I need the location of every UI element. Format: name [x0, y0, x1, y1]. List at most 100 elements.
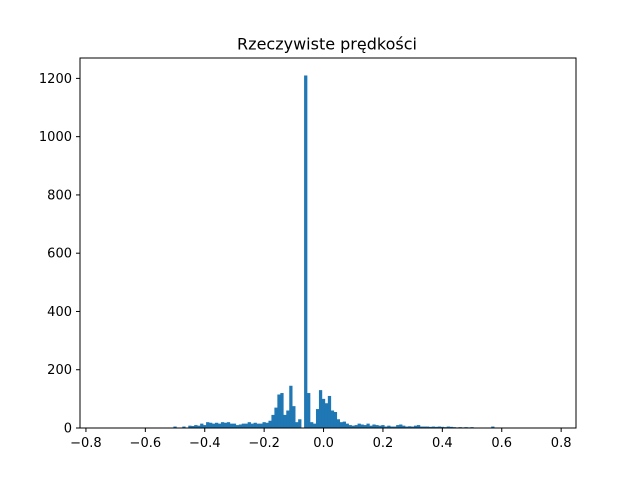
bar-0-79: [416, 425, 421, 428]
bar-0-84: [431, 426, 436, 428]
bar-0-71: [393, 426, 397, 428]
bar-0-11: [214, 422, 219, 428]
bar-0-26: [259, 423, 263, 428]
bar-0-42: [307, 393, 311, 428]
bar-0-44: [313, 423, 317, 428]
bar-0-12: [217, 423, 222, 428]
bar-0-80: [419, 426, 424, 428]
x-tick-label: 0.0: [313, 436, 334, 451]
bar-0-31: [274, 407, 278, 428]
bar-0-7: [203, 425, 207, 428]
bar-0-77: [411, 426, 415, 428]
bar-0-53: [339, 422, 343, 428]
bar-0-37: [292, 406, 296, 428]
bar-0-27: [262, 422, 266, 428]
bar-0-67: [381, 425, 385, 428]
bar-0-60: [360, 424, 364, 428]
bar-0-43: [310, 422, 314, 428]
bar-0-0: [173, 426, 177, 428]
bar-0-98: [491, 426, 495, 428]
bar-0-6: [200, 423, 204, 428]
bar-0-41: [304, 75, 308, 428]
bar-0-19: [238, 424, 243, 428]
bar-0-35: [286, 410, 290, 428]
bar-0-87: [440, 426, 444, 428]
bar-0-4: [194, 425, 198, 428]
bar-0-8: [206, 422, 210, 428]
x-tick-label: −0.4: [189, 436, 221, 451]
bar-0-90: [449, 426, 453, 428]
bar-0-14: [223, 422, 228, 428]
bar-0-17: [232, 423, 237, 428]
x-tick-label: −0.8: [70, 436, 102, 451]
bar-0-1: [182, 426, 186, 428]
bar-0-21: [244, 423, 248, 428]
y-tick-label: 1000: [39, 130, 72, 145]
bar-0-25: [256, 423, 260, 428]
bar-0-39: [298, 419, 302, 428]
bar-0-33: [280, 393, 284, 428]
y-axis-ticks: 0 200 400 600 800 1000 1200: [39, 72, 80, 437]
bar-0-66: [378, 425, 382, 428]
bar-0-82: [425, 426, 430, 428]
plot-frame: [79, 57, 577, 429]
chart-title: Rzeczywiste prędkości: [237, 35, 417, 54]
bar-0-55: [345, 423, 349, 428]
bar-0-52: [336, 419, 341, 428]
bar-0-20: [241, 423, 245, 428]
bar-0-10: [212, 423, 216, 428]
bar-0-59: [357, 423, 361, 428]
x-tick-label: 0.4: [432, 436, 453, 451]
bar-0-85: [434, 426, 439, 428]
bar-0-36: [289, 385, 293, 428]
bar-0-38: [295, 422, 299, 428]
bar-0-73: [399, 424, 403, 428]
bar-0-81: [422, 426, 427, 428]
bar-0-32: [277, 394, 281, 428]
bar-0-29: [268, 420, 272, 428]
y-tick-label: 200: [47, 363, 72, 378]
y-tick-label: 1200: [39, 72, 72, 87]
bar-0-24: [253, 422, 257, 428]
bar-0-15: [226, 422, 231, 428]
bar-0-64: [372, 424, 376, 428]
bar-0-78: [413, 425, 418, 428]
bar-0-45: [315, 409, 320, 428]
x-axis-ticks: −0.8 −0.6 −0.4 −0.2 0.0 0.2 0.4 0.6 0.8: [70, 428, 571, 451]
bar-0-61: [363, 425, 367, 428]
bar-0-58: [354, 425, 358, 428]
bar-0-83: [428, 426, 433, 428]
bar-0-13: [220, 422, 225, 428]
bar-0-54: [342, 421, 346, 428]
bar-0-49: [327, 395, 332, 428]
x-tick-label: 0.6: [491, 436, 512, 451]
bar-0-9: [209, 422, 213, 428]
bar-0-76: [408, 426, 412, 428]
bar-0-50: [330, 410, 335, 428]
bar-0-5: [197, 425, 201, 428]
bar-0-28: [265, 422, 269, 428]
bar-0-75: [405, 426, 409, 428]
bar-0-86: [437, 426, 442, 428]
bar-0-89: [446, 426, 450, 428]
x-tick-label: 0.8: [551, 436, 572, 451]
bar-0-69: [387, 425, 391, 428]
bar-0-74: [402, 425, 406, 428]
bar-0-70: [390, 426, 394, 428]
bar-0-65: [375, 425, 379, 428]
bar-0-3: [191, 425, 195, 428]
y-tick-label: 600: [47, 247, 72, 262]
y-tick-label: 400: [47, 305, 72, 320]
x-tick-label: −0.2: [248, 436, 280, 451]
bar-0-48: [324, 403, 329, 428]
bar-0-16: [229, 423, 234, 428]
bar-0-34: [283, 414, 287, 428]
x-tick-label: −0.6: [130, 436, 162, 451]
y-tick-label: 800: [47, 188, 72, 203]
y-tick-label: 0: [64, 422, 72, 437]
bar-0-46: [318, 390, 323, 428]
bar-0-23: [250, 423, 254, 428]
bar-0-2: [188, 425, 192, 428]
bar-0-62: [366, 423, 370, 428]
